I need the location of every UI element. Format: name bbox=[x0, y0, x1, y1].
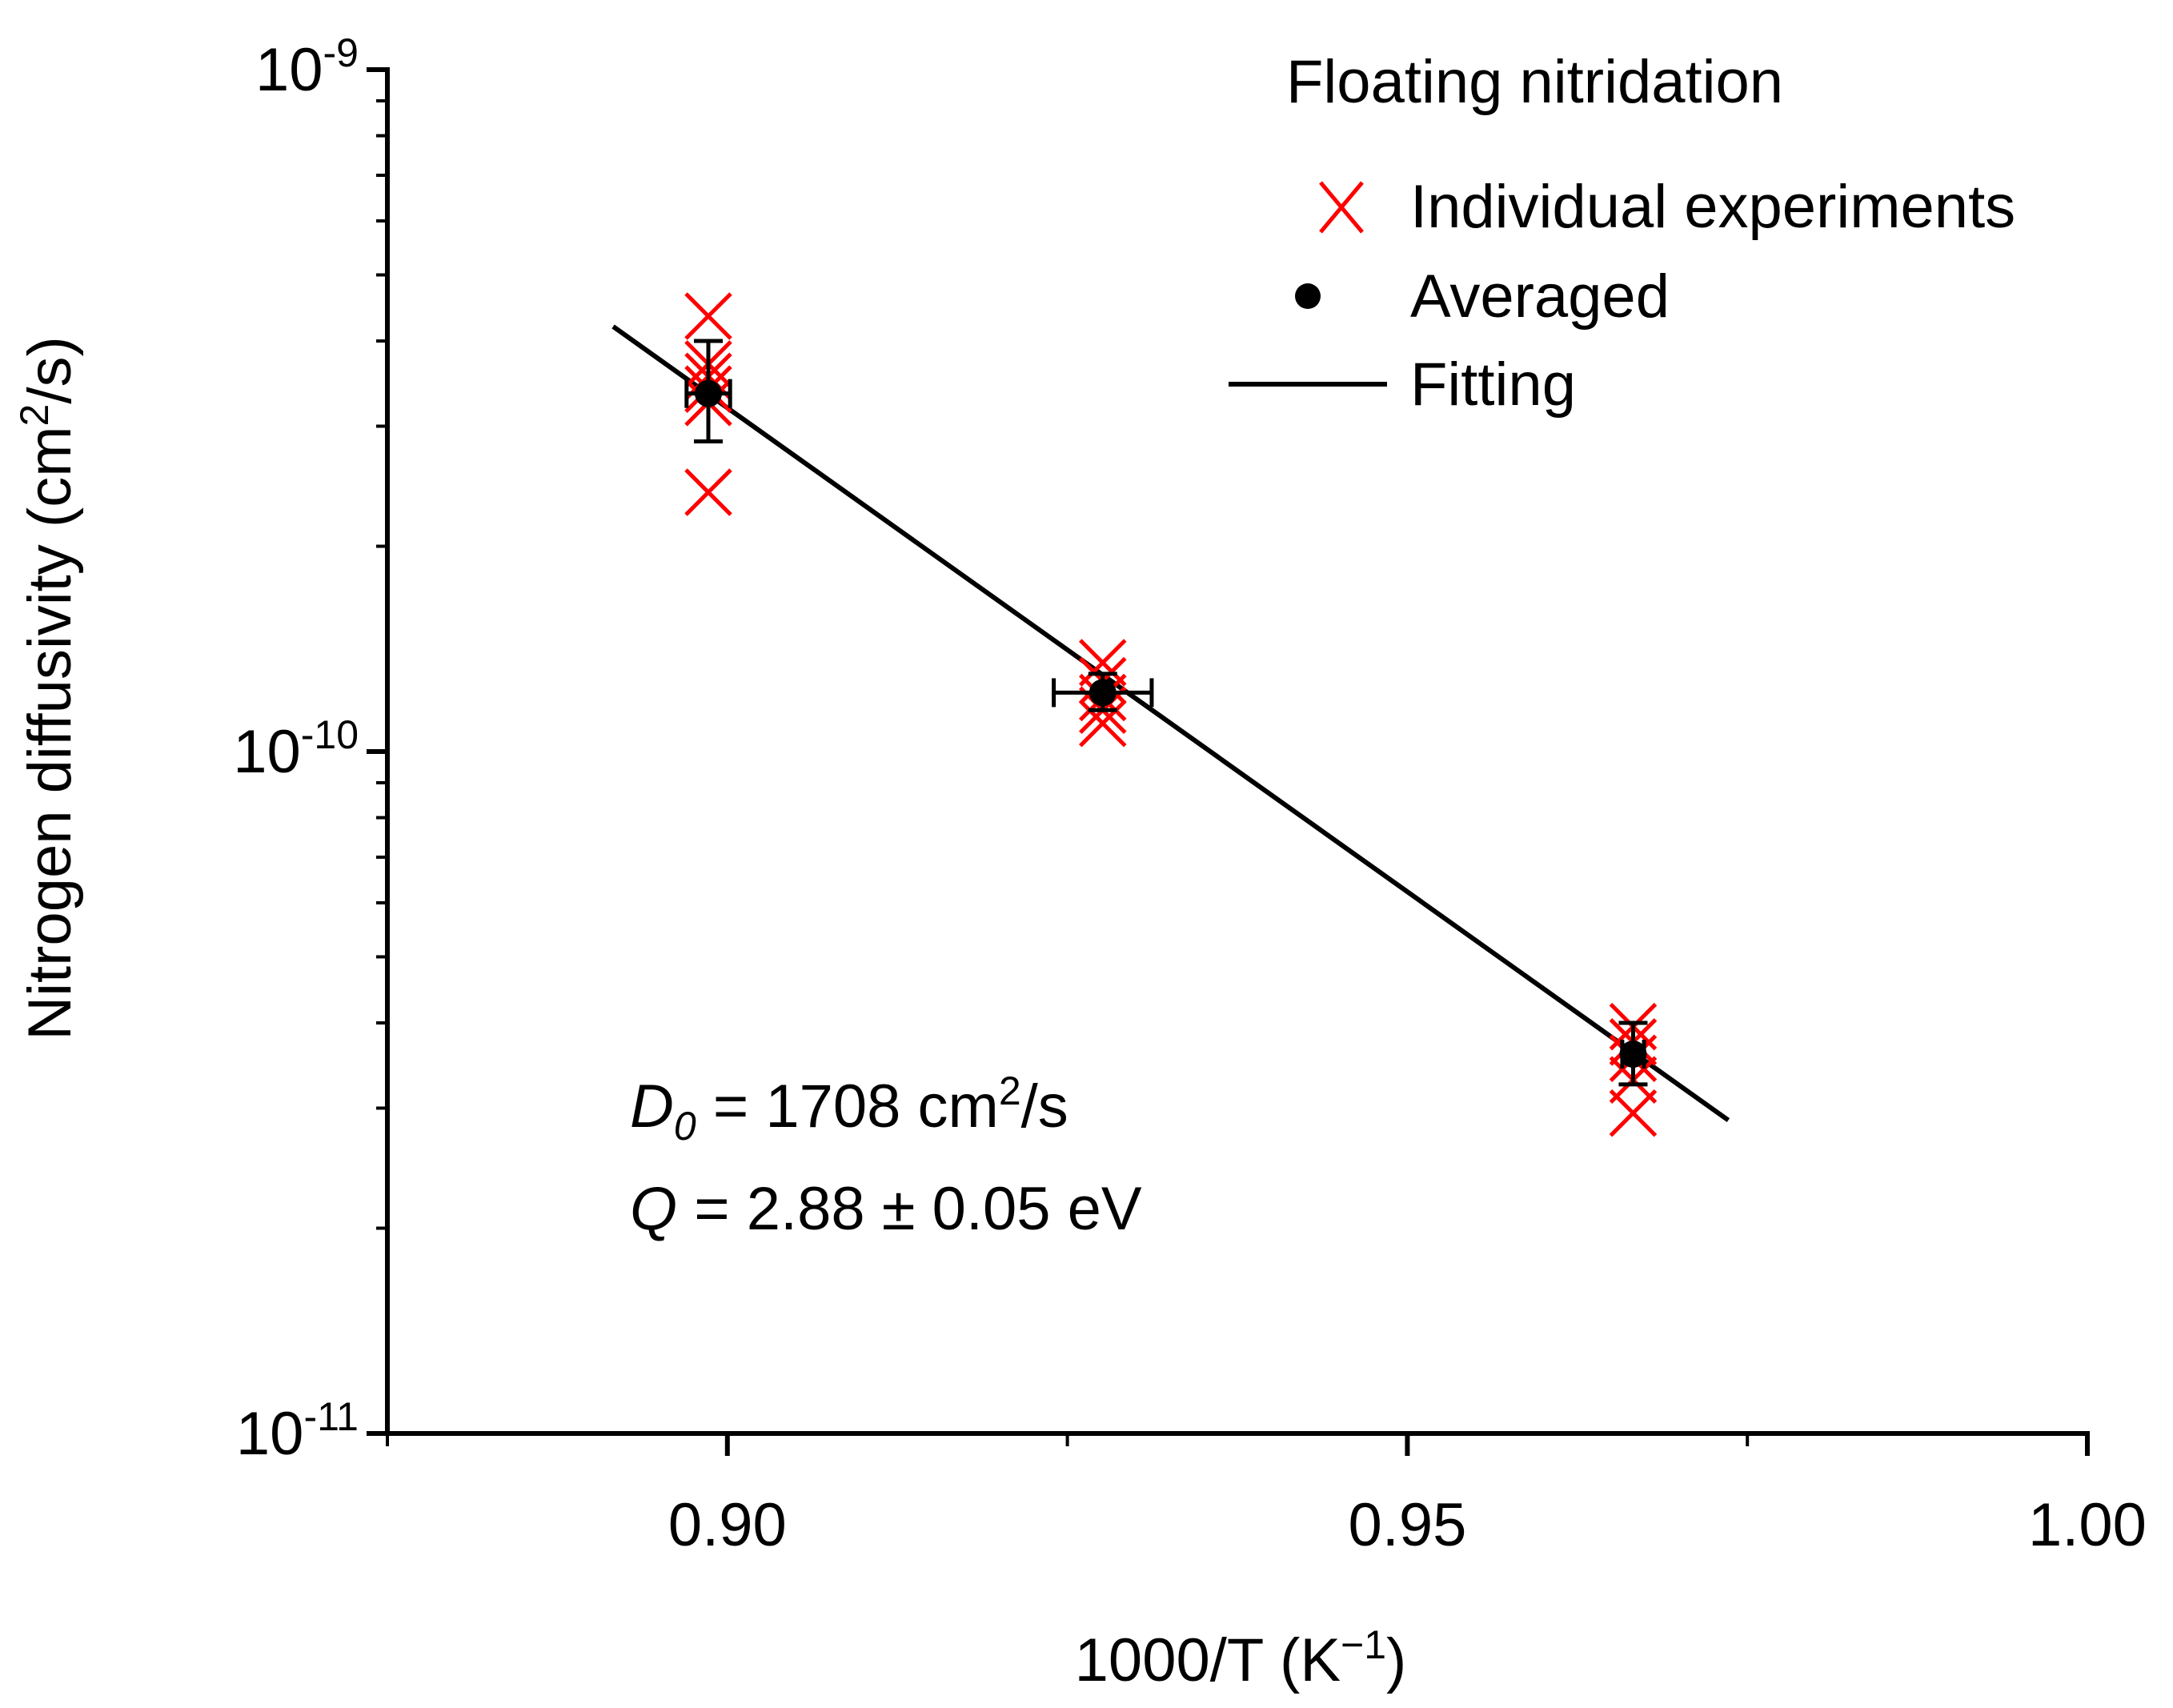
annotation-d0-text: = 1708 cm bbox=[696, 1073, 999, 1141]
legend: Floating nitridation Individual experime… bbox=[1229, 48, 2015, 419]
legend-marker-averaged bbox=[1295, 283, 1321, 309]
averaged-point-dot bbox=[695, 379, 723, 407]
individual-point bbox=[1079, 639, 1127, 687]
annotation-q: Q = 2.88 ± 0.05 eV bbox=[630, 1175, 1142, 1243]
individual-point bbox=[1079, 699, 1127, 748]
legend-title: Floating nitridation bbox=[1286, 48, 1783, 116]
x-axis-label-tail: ) bbox=[1386, 1626, 1406, 1694]
legend-label-individual: Individual experiments bbox=[1410, 173, 2015, 241]
individual-series bbox=[684, 292, 1658, 1137]
annotation-d0-symbol: D bbox=[630, 1073, 674, 1141]
individual-point-stroke bbox=[1079, 639, 1127, 687]
x-tick-label: 1.00 bbox=[2028, 1491, 2147, 1559]
y-axis-label-main: Nitrogen diffusivity (cm bbox=[16, 426, 84, 1040]
individual-point-stroke bbox=[684, 468, 732, 516]
y-tick-exponent: -11 bbox=[303, 1394, 359, 1439]
x-ticks: 0.90 0.95 1.00 bbox=[386, 1433, 2147, 1559]
averaged-point bbox=[1052, 672, 1154, 712]
y-axis-label-tail: /s) bbox=[16, 336, 84, 403]
y-axis-label-sup: 2 bbox=[12, 404, 57, 427]
legend-marker-individual-x2 bbox=[1319, 181, 1364, 234]
x-tick-label: 0.90 bbox=[668, 1491, 787, 1559]
y-tick-label: 10-10 bbox=[233, 712, 359, 786]
x-axis-label: 1000/T (K−1) bbox=[1075, 1622, 1407, 1694]
annotation-q-text: = 2.88 ± 0.05 eV bbox=[677, 1175, 1142, 1243]
averaged-series bbox=[684, 339, 1648, 1087]
averaged-point bbox=[684, 339, 732, 443]
averaged-point-dot bbox=[1089, 679, 1117, 707]
y-tick-label: 10-11 bbox=[236, 1394, 359, 1468]
averaged-point bbox=[1618, 1020, 1648, 1087]
y-tick-label: 10-9 bbox=[255, 30, 359, 104]
individual-point-stroke bbox=[1609, 1089, 1658, 1137]
fit-annotations: D0 = 1708 cm2/s Q = 2.88 ± 0.05 eV bbox=[630, 1069, 1142, 1243]
x-axis-label-main: 1000/T (K bbox=[1075, 1626, 1341, 1694]
annotation-d0-tail: /s bbox=[1021, 1073, 1068, 1141]
x-axis-label-sup: −1 bbox=[1341, 1622, 1386, 1667]
y-axis-label: Nitrogen diffusivity (cm2/s) bbox=[12, 336, 84, 1040]
individual-point bbox=[684, 292, 732, 340]
averaged-point-dot bbox=[1619, 1040, 1647, 1069]
legend-label-averaged: Averaged bbox=[1410, 263, 1670, 331]
y-tick-base: 10 bbox=[236, 1400, 304, 1468]
y-tick-exponent: -10 bbox=[301, 712, 359, 757]
y-tick-base: 10 bbox=[255, 36, 323, 104]
annotation-d0: D0 = 1708 cm2/s bbox=[630, 1069, 1068, 1149]
individual-point-stroke bbox=[1079, 699, 1127, 748]
individual-point bbox=[684, 468, 732, 516]
annotation-d0-sup: 2 bbox=[999, 1069, 1021, 1113]
fit-line bbox=[611, 324, 1730, 1123]
annotation-q-symbol: Q bbox=[630, 1175, 677, 1243]
y-tick-base: 10 bbox=[233, 718, 301, 786]
annotation-d0-sub: 0 bbox=[674, 1104, 696, 1149]
individual-point-stroke bbox=[684, 292, 732, 340]
x-tick-label: 0.95 bbox=[1348, 1491, 1466, 1559]
fit-series bbox=[611, 324, 1730, 1123]
individual-point bbox=[1609, 1089, 1658, 1137]
y-tick-exponent: -9 bbox=[323, 30, 359, 75]
legend-label-fitting: Fitting bbox=[1410, 351, 1576, 419]
